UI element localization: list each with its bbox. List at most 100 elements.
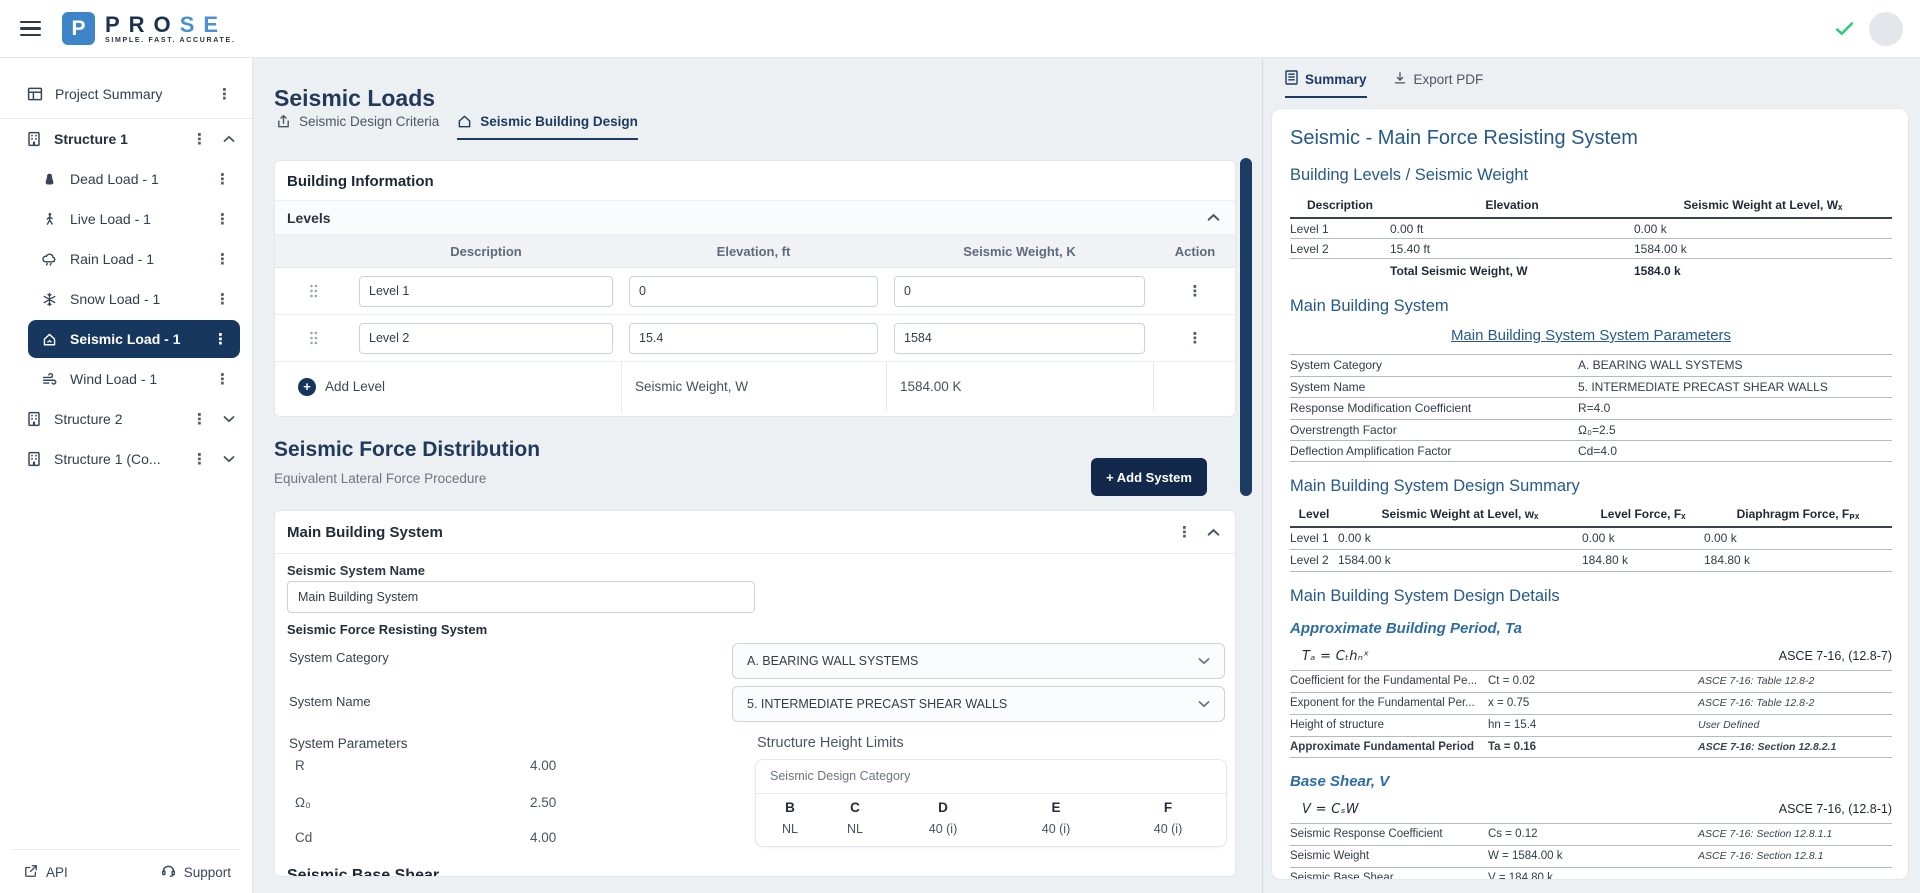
chevron-down-icon[interactable]: [223, 415, 235, 423]
weight-icon: [40, 172, 59, 187]
sidebar-item-project-summary[interactable]: Project Summary ⋮: [0, 74, 252, 114]
sidebar-item-live-load[interactable]: Live Load - 1 ⋮: [0, 199, 252, 239]
table-row: Height of structure hn = 15.4 User Defin…: [1290, 713, 1892, 736]
level-description-input[interactable]: [359, 275, 613, 307]
design-details-title: Main Building System Design Details: [1290, 586, 1560, 605]
tab-summary[interactable]: Summary: [1285, 70, 1367, 98]
item-menu-icon[interactable]: ⋮: [192, 410, 207, 428]
menu-icon[interactable]: [16, 17, 45, 41]
system-category-select[interactable]: A. BEARING WALL SYSTEMS: [732, 643, 1225, 679]
download-icon: [1393, 71, 1407, 88]
height-limits-title: Structure Height Limits: [757, 735, 904, 751]
wind-icon: [40, 372, 59, 387]
sidebar-item-rain-load[interactable]: Rain Load - 1 ⋮: [0, 239, 252, 279]
sidebar-item-label: Structure 1 (Co...: [54, 451, 161, 467]
table-header: Level Seismic Weight at Level, wₓ Level …: [1290, 503, 1892, 528]
seismic-system-name-input[interactable]: [287, 581, 755, 613]
item-menu-icon[interactable]: ⋮: [215, 170, 230, 188]
drag-handle-icon[interactable]: [275, 330, 351, 346]
chevron-up-icon[interactable]: [1207, 213, 1220, 222]
add-system-button[interactable]: + Add System: [1091, 458, 1207, 496]
user-avatar[interactable]: [1869, 11, 1903, 46]
chevron-down-icon[interactable]: [223, 455, 235, 463]
row-menu-icon[interactable]: ⋮: [1187, 329, 1203, 347]
drag-handle-icon[interactable]: [275, 283, 351, 299]
chevron-up-icon[interactable]: [1207, 528, 1220, 537]
system-card-header[interactable]: Main Building System ⋮: [275, 511, 1235, 554]
sidebar-item-wind-load[interactable]: Wind Load - 1 ⋮: [0, 359, 252, 399]
sidebar-item-structure-1[interactable]: Structure 1 ⋮: [0, 119, 252, 159]
system-parameters-link[interactable]: Main Building System System Parameters: [1450, 327, 1732, 344]
main-tabs: Seismic Design Criteria Seismic Building…: [276, 114, 638, 140]
table-row: Seismic Response Coefficient Cs = 0.12 A…: [1290, 822, 1892, 845]
levels-table: Description Elevation, ft Seismic Weight…: [275, 235, 1235, 411]
sidebar-item-structure-2[interactable]: Structure 2 ⋮: [0, 399, 252, 439]
chevron-up-icon[interactable]: [223, 135, 235, 143]
seismic-system-name-label: Seismic System Name: [287, 563, 426, 578]
levels-collapse-header[interactable]: Levels: [275, 200, 1235, 235]
building-icon: [24, 451, 43, 467]
system-parameters-label: System Parameters: [289, 736, 408, 751]
rain-cloud-icon: [40, 252, 59, 267]
item-menu-icon[interactable]: ⋮: [213, 330, 228, 348]
sdc-column: C NL: [847, 800, 863, 836]
level-weight-input[interactable]: [894, 275, 1145, 307]
brand-name: PROSE: [105, 12, 228, 37]
sfrs-label: Seismic Force Resisting System: [287, 622, 488, 637]
saved-check-icon: [1836, 21, 1853, 36]
divider: [756, 793, 1226, 794]
param-row-r: R 4.00: [295, 758, 635, 773]
api-link[interactable]: API: [24, 864, 68, 881]
code-reference: ASCE 7-16, (12.8-7): [1778, 649, 1892, 663]
sidebar-item-dead-load[interactable]: Dead Load - 1 ⋮: [0, 159, 252, 199]
export-pdf-button[interactable]: Export PDF: [1393, 71, 1483, 98]
support-link[interactable]: Support: [161, 863, 231, 881]
seismic-design-category-box: Seismic Design Category B NL C NL D 40 (…: [755, 759, 1227, 847]
table-row: Seismic Base Shear V = 184.80 k: [1290, 866, 1892, 879]
card-menu-icon[interactable]: ⋮: [1177, 523, 1192, 541]
item-menu-icon[interactable]: ⋮: [192, 450, 207, 468]
period-table: Coefficient for the Fundamental Pe... Ct…: [1290, 669, 1892, 758]
prose-logo[interactable]: P: [62, 12, 95, 45]
system-name-select[interactable]: 5. INTERMEDIATE PRECAST SHEAR WALLS: [732, 686, 1225, 722]
item-menu-icon[interactable]: ⋮: [215, 290, 230, 308]
summary-report-card: Seismic - Main Force Resisting System Bu…: [1271, 108, 1909, 880]
item-menu-icon[interactable]: ⋮: [215, 250, 230, 268]
sidebar: Project Summary ⋮ Structure 1 ⋮ Dead Loa…: [0, 58, 253, 893]
item-menu-icon[interactable]: ⋮: [215, 210, 230, 228]
tab-seismic-building-design[interactable]: Seismic Building Design: [457, 114, 638, 140]
api-label: API: [46, 864, 68, 880]
table-row: Approximate Fundamental Period Ta = 0.16…: [1290, 735, 1892, 758]
item-menu-icon[interactable]: ⋮: [217, 85, 232, 103]
add-level-button[interactable]: + Add Level: [275, 362, 621, 411]
building-icon: [24, 131, 43, 147]
base-shear-table: Seismic Response Coefficient Cs = 0.12 A…: [1290, 822, 1892, 879]
param-row-cd: Cd 4.00: [295, 830, 635, 845]
table-row: Response Modification Coefficient R=4.0: [1290, 397, 1892, 419]
level-elevation-input[interactable]: [629, 322, 878, 354]
row-menu-icon[interactable]: ⋮: [1187, 282, 1203, 300]
house-icon: [40, 332, 59, 347]
base-shear-formula-row: V = CₛW ASCE 7-16, (12.8-1): [1290, 802, 1892, 817]
summary-tabs: Summary Export PDF: [1263, 58, 1920, 98]
tab-seismic-design-criteria[interactable]: Seismic Design Criteria: [276, 114, 439, 140]
item-menu-icon[interactable]: ⋮: [215, 370, 230, 388]
level-weight-input[interactable]: [894, 322, 1145, 354]
table-row: ⋮: [275, 315, 1235, 362]
scrollbar-thumb[interactable]: [1240, 158, 1252, 496]
param-value: 4.00: [530, 830, 557, 845]
item-menu-icon[interactable]: ⋮: [192, 130, 207, 148]
param-value: 2.50: [530, 795, 557, 810]
tab-label: Seismic Building Design: [480, 114, 638, 129]
sdc-column: F 40 (i): [1153, 800, 1183, 836]
export-box-icon: [276, 114, 291, 129]
system-card-title: Main Building System: [287, 523, 443, 541]
sidebar-item-snow-load[interactable]: Snow Load - 1 ⋮: [0, 279, 252, 319]
level-elevation-input[interactable]: [629, 275, 878, 307]
summary-panel: Summary Export PDF Seismic - Main Force …: [1262, 58, 1920, 893]
level-description-input[interactable]: [359, 322, 613, 354]
table-row: Coefficient for the Fundamental Pe... Ct…: [1290, 669, 1892, 692]
sidebar-item-seismic-load[interactable]: Seismic Load - 1 ⋮: [28, 320, 240, 358]
person-icon: [40, 212, 59, 227]
sidebar-item-structure-1-copy[interactable]: Structure 1 (Co... ⋮: [0, 439, 252, 479]
